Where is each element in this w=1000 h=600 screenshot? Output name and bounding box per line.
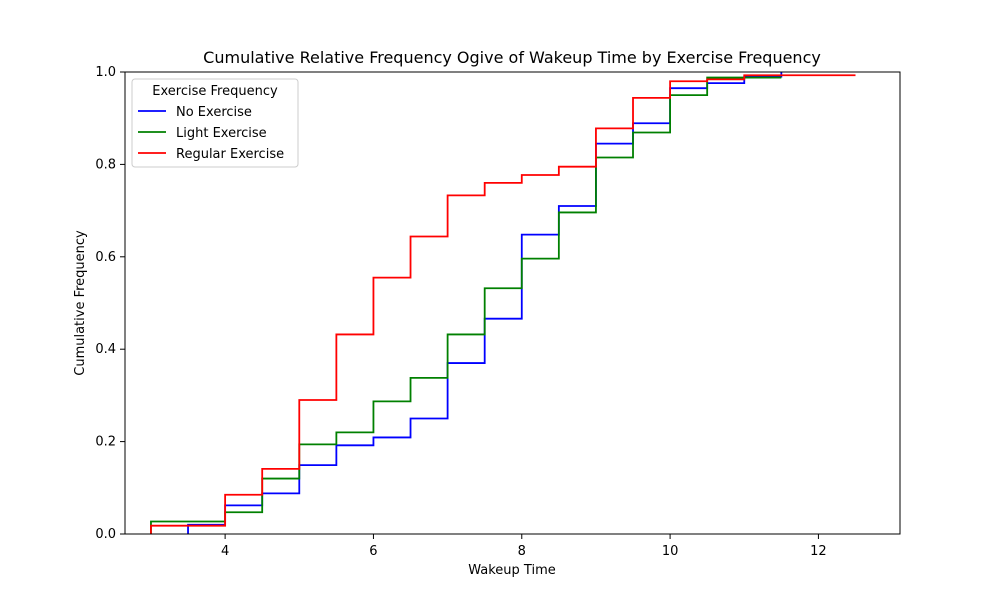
x-axis-label: Wakeup Time bbox=[468, 563, 556, 578]
series-regular-exercise bbox=[150, 74, 856, 534]
x-tick-label: 4 bbox=[221, 544, 229, 559]
x-tick-label: 6 bbox=[369, 544, 377, 559]
plot-frame bbox=[124, 71, 901, 535]
x-tick-label: 10 bbox=[662, 544, 679, 559]
legend-label: Light Exercise bbox=[176, 126, 267, 141]
legend-box bbox=[131, 78, 299, 168]
x-tick-label: 12 bbox=[810, 544, 827, 559]
legend-items: No Exercise Light Exercise Regular Exercis… bbox=[138, 105, 284, 162]
series-no-exercise bbox=[187, 72, 783, 534]
legend-label: Regular Exercise bbox=[176, 147, 284, 162]
y-axis: 0.0 0.2 0.4 0.6 0.8 1.0 bbox=[95, 65, 125, 542]
legend-label: No Exercise bbox=[176, 105, 252, 120]
chart-title: Cumulative Relative Frequency Ogive of W… bbox=[203, 48, 821, 67]
x-axis: 4 6 8 10 12 bbox=[221, 534, 827, 559]
legend: Exercise Frequency No Exercise Light Exer… bbox=[131, 78, 299, 168]
y-tick-label: 0.0 bbox=[95, 527, 116, 542]
y-axis-label: Cumulative Frequency bbox=[73, 230, 88, 376]
legend-title: Exercise Frequency bbox=[152, 84, 278, 99]
x-tick-label: 8 bbox=[518, 544, 526, 559]
y-tick-label: 0.2 bbox=[95, 435, 116, 450]
y-tick-label: 0.8 bbox=[95, 157, 116, 172]
y-tick-label: 0.6 bbox=[95, 250, 116, 265]
y-tick-label: 1.0 bbox=[95, 65, 116, 80]
series-layer bbox=[150, 72, 856, 534]
y-tick-label: 0.4 bbox=[95, 342, 116, 357]
